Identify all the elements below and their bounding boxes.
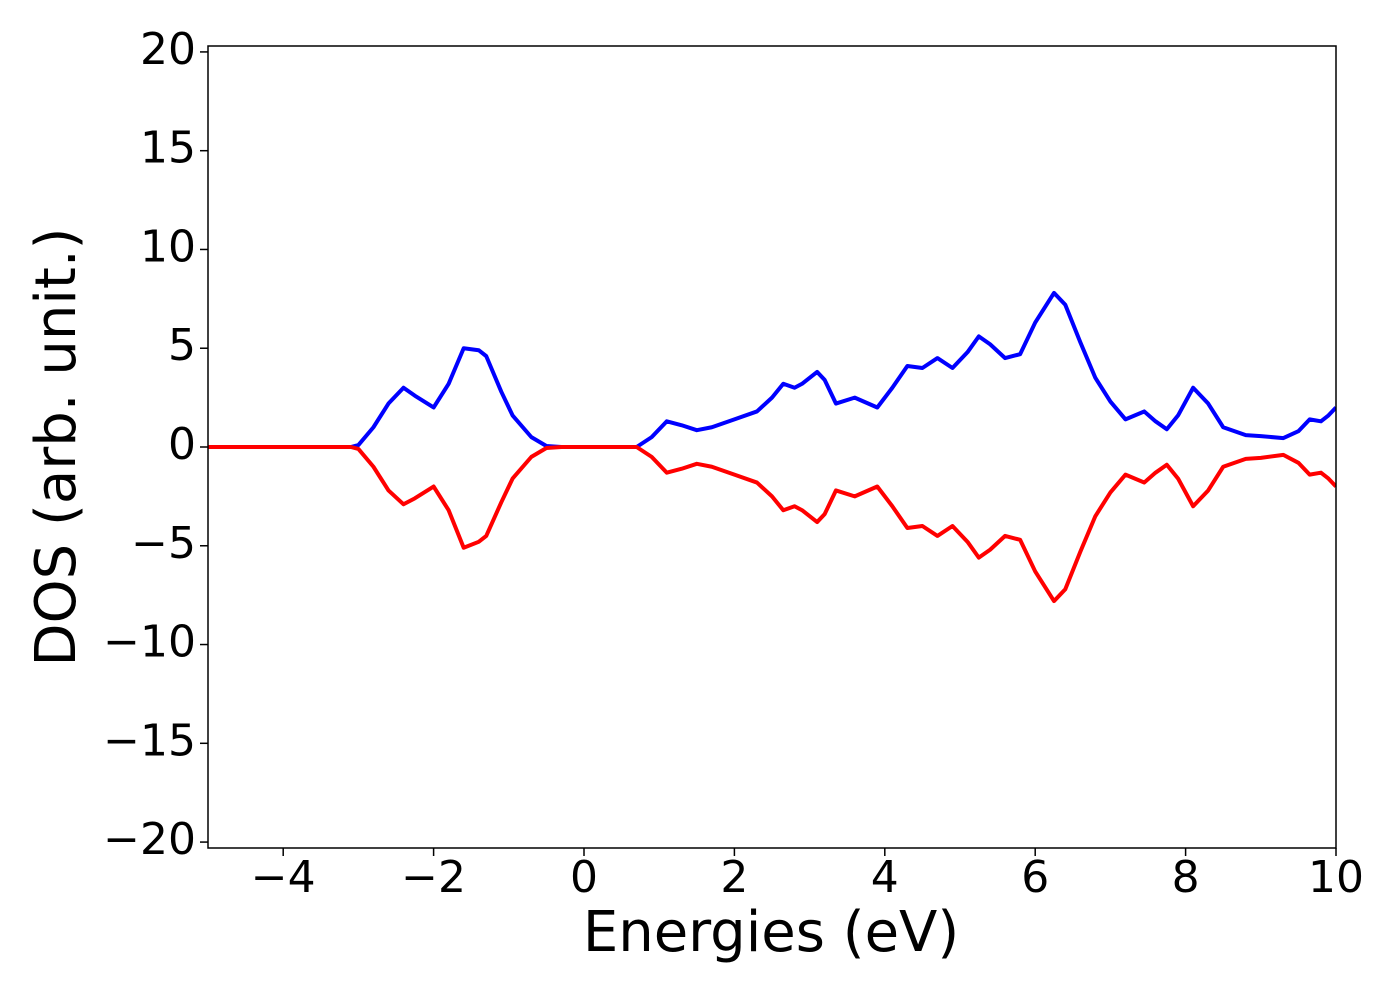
x-tick-label: 2 — [720, 852, 748, 903]
line-series — [208, 445, 1336, 604]
x-tick-label: 6 — [1021, 852, 1049, 903]
line-series — [208, 290, 1336, 449]
y-tick-label: −15 — [103, 715, 196, 766]
y-tick-label: 20 — [140, 24, 196, 75]
x-axis-label: Energies (eV) — [583, 900, 959, 965]
y-tick-label: 5 — [168, 320, 196, 371]
x-tick-label: 10 — [1308, 852, 1364, 903]
x-tick-label: −4 — [251, 852, 316, 903]
x-tick-label: 0 — [570, 852, 598, 903]
plot-frame — [207, 45, 1337, 849]
x-tick-label: 4 — [871, 852, 899, 903]
y-tick-label: −5 — [131, 518, 196, 569]
x-tick-label: 8 — [1172, 852, 1200, 903]
y-tick-label: 0 — [168, 419, 196, 470]
x-tick-label: −2 — [401, 852, 466, 903]
y-tick-label: 10 — [140, 221, 196, 272]
y-tick-label: 15 — [140, 123, 196, 174]
y-tick-label: −20 — [103, 814, 196, 865]
y-tick-label: −10 — [103, 617, 196, 668]
y-axis-label: DOS (arb. unit.) — [24, 227, 89, 666]
